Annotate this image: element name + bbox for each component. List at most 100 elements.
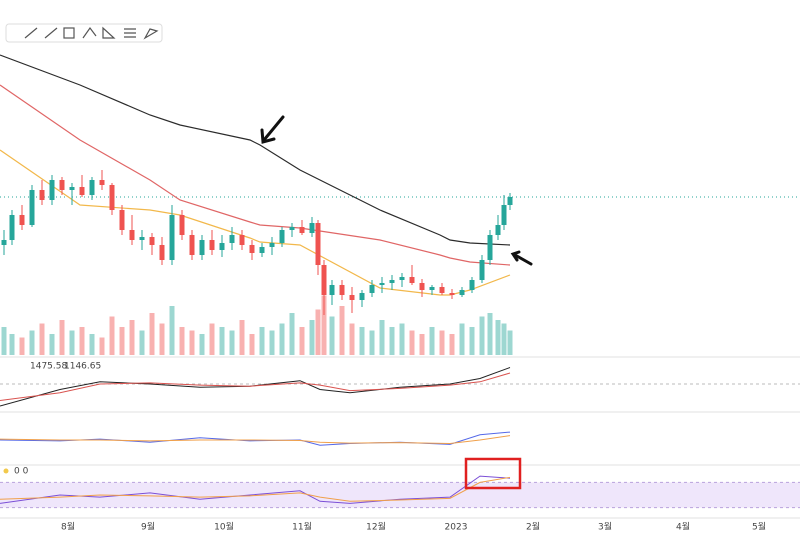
volume-bar [69, 330, 75, 355]
stoch-band [0, 482, 800, 508]
volume-bar [389, 327, 395, 355]
volume-bar [79, 327, 85, 355]
volume-bar [507, 330, 513, 355]
volume-bar [279, 323, 285, 355]
volume-bar [289, 313, 295, 355]
candle-body [119, 210, 125, 230]
candle-body [79, 187, 85, 195]
volume-bar [469, 327, 475, 355]
volume-bar [501, 323, 507, 355]
candle-body [89, 180, 95, 195]
volume-bar [459, 323, 465, 355]
candle-body [419, 283, 425, 290]
macd-line [0, 367, 511, 407]
candle-body [329, 285, 335, 295]
candle-body [269, 243, 275, 247]
volume-bar [129, 320, 135, 355]
candle-body [399, 277, 405, 280]
candle-body [59, 180, 65, 190]
volume-bar [49, 334, 55, 355]
volume-bar [429, 327, 435, 355]
candle-body [439, 287, 445, 293]
x-tick-label: 2월 [526, 521, 540, 533]
volume-bar [399, 323, 405, 355]
candle-body [1, 240, 7, 245]
candle-body [69, 187, 75, 190]
volume-bar [439, 330, 445, 355]
volume-bar [369, 330, 375, 355]
volume-bar [349, 323, 355, 355]
macd-label: 1475.58 [30, 362, 67, 372]
volume-bar [479, 316, 485, 355]
candle-body [321, 265, 327, 295]
candle-body [149, 237, 155, 245]
candle-body [479, 260, 485, 280]
volume-bar [359, 327, 365, 355]
volume-bar [209, 323, 215, 355]
candle-body [219, 243, 225, 250]
volume-bar [249, 334, 255, 355]
x-tick-label: 9월 [141, 521, 155, 533]
x-tick-label: 3월 [598, 521, 612, 533]
volume-bar [179, 327, 185, 355]
candle-body [409, 277, 415, 283]
x-tick-label: 12월 [366, 521, 386, 533]
candle-body [389, 280, 395, 283]
candle-body [289, 227, 295, 230]
x-tick-label: 4월 [676, 521, 690, 533]
volume-bar [419, 334, 425, 355]
highlight-box [464, 457, 522, 490]
candle-body [449, 293, 455, 295]
volume-bar [409, 330, 415, 355]
candle-body [379, 283, 385, 285]
candle-body [369, 285, 375, 293]
candle-body [229, 235, 235, 243]
candle-body [469, 280, 475, 290]
candle-body [315, 223, 321, 265]
volume-bar [99, 337, 105, 355]
candle-body [239, 235, 245, 245]
candle-body [9, 215, 15, 240]
volume-bar [119, 327, 125, 355]
x-tick-label: 2023 [445, 523, 468, 533]
stoch-line [0, 475, 511, 504]
candle-body [109, 185, 115, 210]
x-tick-label: 11월 [292, 521, 312, 533]
volume-bar [19, 337, 25, 355]
volume-bar [379, 320, 385, 355]
candle-body [501, 205, 507, 225]
candle-body [99, 180, 105, 185]
volume-bar [89, 334, 95, 355]
candle-body [299, 227, 305, 233]
candle-body [179, 215, 185, 235]
candle-body [359, 293, 365, 300]
moving-average [0, 84, 511, 266]
volume-bar [495, 320, 501, 355]
volume-bar [39, 323, 45, 355]
candle-body [339, 285, 345, 295]
volume-bar [259, 327, 265, 355]
candle-body [49, 180, 55, 200]
macd-line [0, 372, 511, 401]
volume-bar [169, 306, 175, 355]
volume-bar [339, 306, 345, 355]
annotations [260, 115, 533, 266]
candle-body [249, 245, 255, 253]
candle-body [39, 190, 45, 200]
volume-bar [229, 330, 235, 355]
plot-area: 8월 9월 10월 11월 12월 2023 2월 3월 4월 5월 [0, 54, 800, 533]
candle-body [199, 240, 205, 255]
candle-body [159, 245, 165, 260]
candle-body [459, 290, 465, 295]
volume-bar [269, 330, 275, 355]
candle-body [29, 190, 35, 225]
x-tick-label: 10월 [214, 521, 234, 533]
candle-body [189, 235, 195, 255]
stoch-line [0, 476, 511, 502]
volume-bar [239, 320, 245, 355]
candle-body [19, 215, 25, 225]
volume-bar [159, 323, 165, 355]
volume-bar [199, 334, 205, 355]
candle-body [139, 237, 145, 240]
